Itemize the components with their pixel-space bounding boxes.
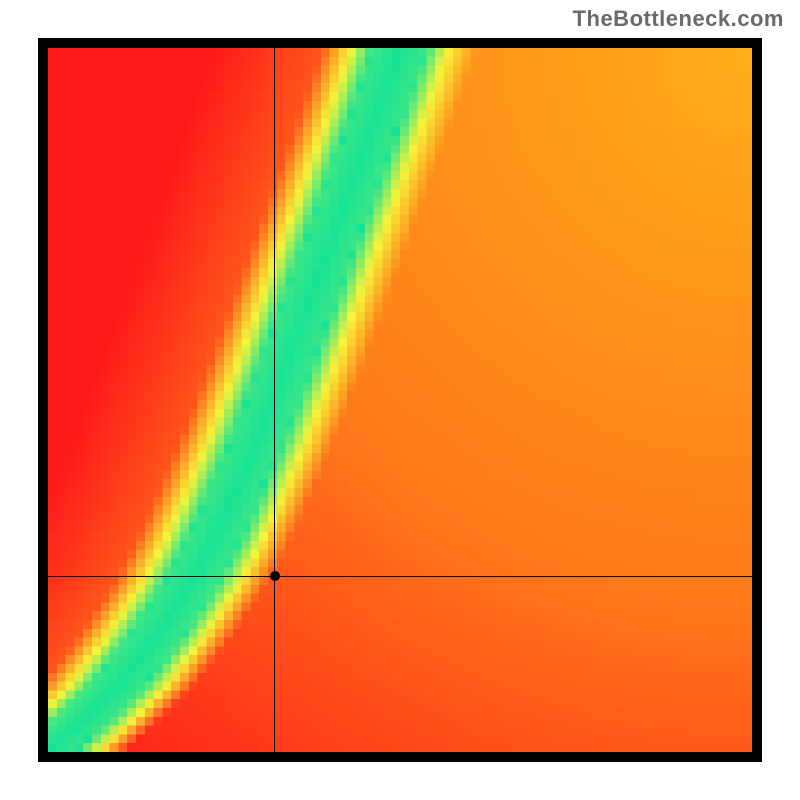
heatmap-canvas [48,48,752,752]
crosshair-horizontal [48,576,752,577]
watermark-text: TheBottleneck.com [573,6,784,32]
crosshair-marker [270,571,280,581]
crosshair-vertical [274,48,275,752]
